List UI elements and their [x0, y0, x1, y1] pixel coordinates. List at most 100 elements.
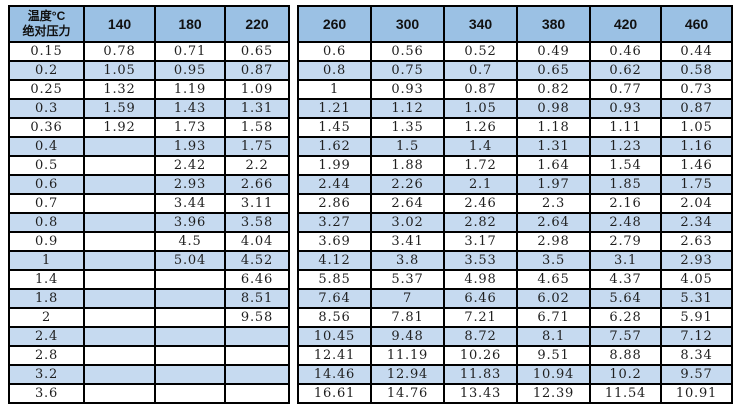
value-cell: [83, 383, 156, 404]
value-cell: [83, 231, 156, 252]
table-row-right: 5.85 5.37 4.98 4.65 4.37 4.05: [297, 269, 733, 290]
pressure-row-label: 0.36: [8, 117, 85, 138]
value-cell: 2.2: [224, 155, 290, 176]
corner-header-pressure-label: 绝对压力: [22, 24, 71, 38]
value-cell: 0.44: [660, 41, 733, 62]
temperature-column-header-380: 380: [516, 5, 591, 43]
value-cell: [154, 269, 226, 290]
value-cell: 7.81: [370, 307, 445, 328]
value-cell: 2.42: [154, 155, 226, 176]
table-row-right: 1.21 1.12 1.05 0.98 0.93 0.87: [297, 98, 733, 119]
value-cell: [83, 212, 156, 233]
value-cell: 1.58: [224, 117, 290, 138]
value-cell: 1.05: [83, 60, 156, 81]
value-cell: 0.52: [443, 41, 518, 62]
value-cell: 1.97: [516, 174, 591, 195]
value-cell: 1.92: [83, 117, 156, 138]
temperature-column-header-180: 180: [154, 5, 226, 43]
value-cell: 2.1: [443, 174, 518, 195]
table-row-left: 0.9 4.5 4.04: [8, 231, 290, 252]
value-cell: 6.46: [224, 269, 290, 290]
corner-header-temperature-label: 温度°C: [27, 9, 66, 23]
pressure-row-label: 0.6: [8, 174, 85, 195]
value-cell: [83, 269, 156, 290]
table-row-left: 1 5.04 4.52: [8, 250, 290, 271]
value-cell: 2.86: [297, 193, 372, 214]
table-row-right: 1.62 1.5 1.4 1.31 1.23 1.16: [297, 136, 733, 157]
value-cell: [83, 326, 156, 347]
corner-header-cell: 温度°C 绝对压力: [8, 5, 85, 43]
value-cell: 1.45: [297, 117, 372, 138]
value-cell: 0.62: [589, 60, 662, 81]
value-cell: 8.88: [589, 345, 662, 366]
value-cell: 1.05: [443, 98, 518, 119]
value-cell: [154, 383, 226, 404]
pressure-row-label: 2.8: [8, 345, 85, 366]
header-row-left: 温度°C 绝对压力 140 180 220: [8, 5, 290, 43]
value-cell: 0.87: [443, 79, 518, 100]
value-cell: 4.98: [443, 269, 518, 290]
value-cell: 4.37: [589, 269, 662, 290]
value-cell: 1.85: [589, 174, 662, 195]
value-cell: 2.64: [516, 212, 591, 233]
value-cell: [83, 193, 156, 214]
pressure-row-label: 0.9: [8, 231, 85, 252]
value-cell: 4.05: [660, 269, 733, 290]
temperature-column-header-420: 420: [589, 5, 662, 43]
value-cell: 0.87: [660, 98, 733, 119]
value-cell: [154, 364, 226, 385]
left-table-body: 0.15 0.78 0.71 0.65 0.2 1.05 0.95 0.87 0.25 1.32 1…: [8, 41, 290, 404]
value-cell: 9.48: [370, 326, 445, 347]
pressure-row-label: 2.4: [8, 326, 85, 347]
value-cell: 1.75: [224, 136, 290, 157]
value-cell: 3.69: [297, 231, 372, 252]
value-cell: 1.88: [370, 155, 445, 176]
value-cell: 9.57: [660, 364, 733, 385]
value-cell: 2.46: [443, 193, 518, 214]
table-row-right: 8.56 7.81 7.21 6.71 6.28 5.91: [297, 307, 733, 328]
table-row-right: 3.27 3.02 2.82 2.64 2.48 2.34: [297, 212, 733, 233]
value-cell: [83, 288, 156, 309]
value-cell: 1.05: [660, 117, 733, 138]
value-cell: [83, 250, 156, 271]
table-row-left: 0.15 0.78 0.71 0.65: [8, 41, 290, 62]
value-cell: 2.64: [370, 193, 445, 214]
value-cell: 1.26: [443, 117, 518, 138]
value-cell: [83, 155, 156, 176]
value-cell: 1.16: [660, 136, 733, 157]
value-cell: 3.53: [443, 250, 518, 271]
value-cell: [224, 326, 290, 347]
value-cell: 7: [370, 288, 445, 309]
value-cell: 0.6: [297, 41, 372, 62]
value-cell: 16.61: [297, 383, 372, 404]
value-cell: 7.64: [297, 288, 372, 309]
value-cell: 1.5: [370, 136, 445, 157]
table-row-left: 0.8 3.96 3.58: [8, 212, 290, 233]
value-cell: 0.56: [370, 41, 445, 62]
pressure-row-label: 0.4: [8, 136, 85, 157]
temperature-column-header-140: 140: [83, 5, 156, 43]
table-row-left: 0.25 1.32 1.19 1.09: [8, 79, 290, 100]
pressure-row-label: 1.8: [8, 288, 85, 309]
value-cell: 1.43: [154, 98, 226, 119]
pressure-row-label: 0.15: [8, 41, 85, 62]
temperature-column-header-260: 260: [297, 5, 372, 43]
value-cell: 14.76: [370, 383, 445, 404]
value-cell: 0.65: [516, 60, 591, 81]
pressure-row-label: 2: [8, 307, 85, 328]
value-cell: 0.82: [516, 79, 591, 100]
table-row-left: 3.2: [8, 364, 290, 385]
table-row-left: 0.2 1.05 0.95 0.87: [8, 60, 290, 81]
pressure-row-label: 0.5: [8, 155, 85, 176]
table-row-left: 2.4: [8, 326, 290, 347]
value-cell: 1.35: [370, 117, 445, 138]
value-cell: [83, 307, 156, 328]
pressure-table-left-block: 温度°C 绝对压力 140 180 220 0.15 0.78 0.71 0.65 0.2 1…: [8, 5, 290, 404]
table-blocks-wrapper: 温度°C 绝对压力 140 180 220 0.15 0.78 0.71 0.65 0.2 1…: [8, 5, 746, 404]
value-cell: 2.3: [516, 193, 591, 214]
value-cell: 2.82: [443, 212, 518, 233]
pressure-row-label: 0.7: [8, 193, 85, 214]
pressure-row-label: 1: [8, 250, 85, 271]
value-cell: 8.72: [443, 326, 518, 347]
value-cell: 2.66: [224, 174, 290, 195]
